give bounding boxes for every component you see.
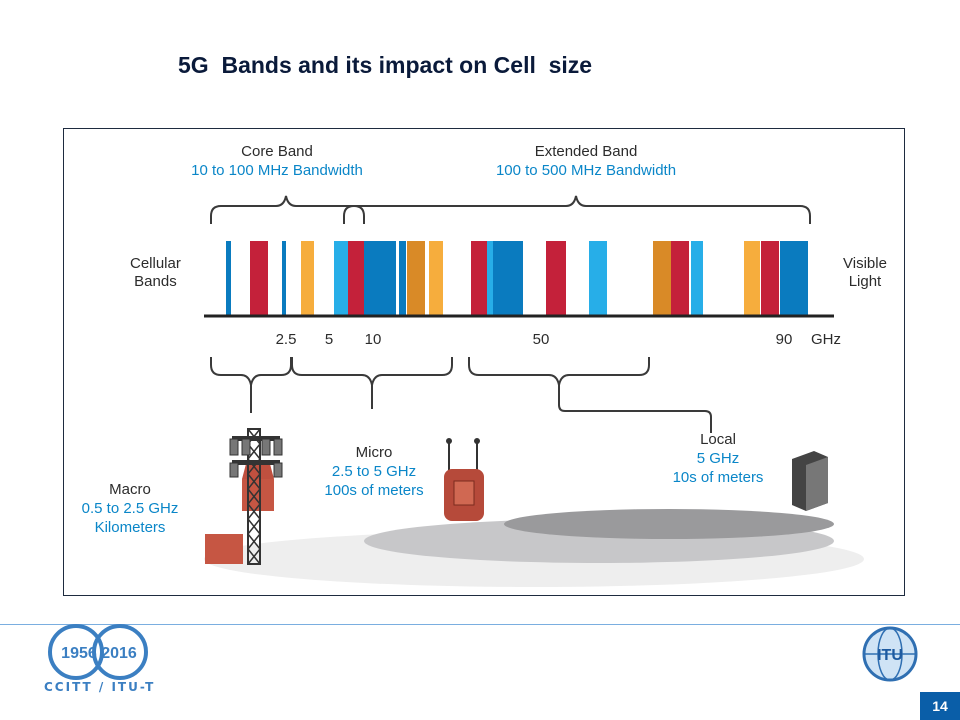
cellular-bands: [226, 241, 808, 315]
band-bar: [282, 241, 286, 315]
band-bar: [653, 241, 671, 315]
micro-range: 2.5 to 5 GHz: [331, 463, 417, 480]
band-diagram: Core Band 10 to 100 MHz Bandwidth Extend…: [63, 128, 905, 596]
footer-divider: [0, 624, 960, 625]
tick-label: 5: [324, 331, 334, 348]
macro-tower-icon: [205, 428, 283, 565]
macro-brace: [210, 357, 292, 413]
local-cell-icon: [792, 451, 828, 511]
unit-label: GHz: [811, 331, 841, 348]
band-bar: [546, 241, 566, 315]
local-coverage-label: 10s of meters: [672, 469, 764, 486]
core-band-label: Core Band: [241, 143, 313, 160]
local-range: 5 GHz: [696, 450, 740, 467]
band-bar: [407, 241, 425, 315]
band-bar: [429, 241, 443, 315]
band-bar: [780, 241, 808, 315]
band-bar: [301, 241, 314, 315]
tick-label: 90: [775, 331, 793, 348]
band-bar: [589, 241, 607, 315]
extended-band-bandwidth: 100 to 500 MHz Bandwidth: [495, 162, 677, 179]
org-text: CCITT / ITU-T: [44, 680, 156, 694]
micro-brace: [291, 357, 453, 409]
local-name: Local: [700, 431, 736, 448]
band-bar: [761, 241, 779, 315]
macro-coverage-label: Kilometers: [94, 519, 166, 536]
tick-label: 50: [532, 331, 550, 348]
itu-logo-icon: ITU: [862, 626, 918, 682]
band-bar: [399, 241, 406, 315]
band-bar: [671, 241, 689, 315]
core-band-brace: [210, 195, 365, 224]
micro-name: Micro: [355, 444, 393, 461]
macro-range: 0.5 to 2.5 GHz: [81, 500, 179, 517]
band-bar: [334, 241, 348, 315]
band-bar: [493, 241, 523, 315]
cellular-bands-label: Cellular Bands: [130, 255, 181, 290]
extended-band-brace: [343, 195, 811, 224]
band-bar: [348, 241, 364, 315]
tick-label: 2.5: [275, 331, 297, 348]
band-bar: [250, 241, 268, 315]
micro-coverage-label: 100s of meters: [324, 482, 424, 499]
band-bar: [226, 241, 231, 315]
anniversary-logo: 1956 2016: [48, 624, 148, 680]
visible-light-label: Visible Light: [843, 255, 887, 290]
local-coverage: [504, 509, 834, 539]
band-bar: [364, 241, 396, 315]
core-band-bandwidth: 10 to 100 MHz Bandwidth: [191, 162, 363, 179]
local-brace: [468, 357, 712, 433]
tick-label: 10: [364, 331, 382, 348]
slide-title: 5G Bands and its impact on Cell size: [178, 52, 593, 78]
macro-name: Macro: [109, 481, 151, 498]
band-diagram-graphic: [204, 195, 864, 587]
page-number: 14: [920, 692, 960, 720]
band-bar: [471, 241, 487, 315]
itu-logo-text: ITU: [877, 647, 903, 664]
band-bar: [691, 241, 703, 315]
extended-band-label: Extended Band: [534, 143, 638, 160]
band-bar: [744, 241, 760, 315]
band-bar: [487, 241, 493, 315]
micro-cell-icon: [444, 438, 484, 521]
anniversary-years: 1956 2016: [61, 645, 137, 662]
